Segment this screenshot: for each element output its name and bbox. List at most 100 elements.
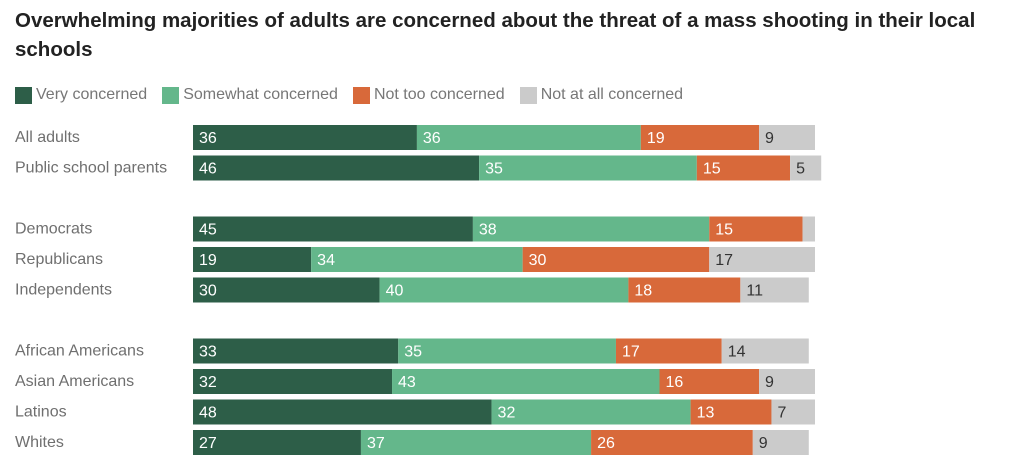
value-label-somewhat-concerned: 34 — [317, 252, 335, 269]
bar-segment-somewhat-concerned — [398, 338, 616, 364]
bar-row-all-adults: All adults 36 36 19 9 — [15, 125, 815, 150]
value-label-not-too-concerned: 26 — [597, 435, 615, 452]
category-label: Democrats — [15, 221, 92, 238]
bar-row-asian-americans: Asian Americans 32 43 16 9 — [15, 369, 815, 394]
legend-swatch-not-at-all-concerned — [519, 86, 537, 104]
bar-row-latinos: Latinos 48 32 13 7 — [15, 399, 815, 425]
legend-label-somewhat-concerned: Somewhat concerned — [183, 86, 338, 103]
bar-segment-not-too-concerned — [640, 125, 760, 150]
value-label-not-at-all-concerned: 9 — [765, 374, 774, 391]
value-label-very-concerned: 27 — [199, 435, 217, 452]
bar-segment-somewhat-concerned — [472, 216, 710, 242]
value-label-very-concerned: 48 — [199, 405, 217, 422]
bar-segment-very-concerned — [193, 399, 492, 425]
legend-label-not-at-all-concerned: Not at all concerned — [540, 86, 684, 103]
bar-segment-very-concerned — [193, 338, 399, 364]
category-label: All adults — [15, 129, 80, 146]
value-label-somewhat-concerned: 37 — [367, 435, 385, 452]
bar-segment-not-too-concerned — [591, 430, 753, 455]
bar-segment-not-at-all-concerned — [771, 399, 815, 425]
value-label-not-at-all-concerned: 9 — [765, 130, 774, 147]
bar-segment-not-at-all-concerned — [759, 125, 815, 150]
value-label-very-concerned: 33 — [199, 344, 217, 361]
bar-row-whites: Whites 27 37 26 9 — [15, 430, 809, 455]
category-label: Latinos — [15, 404, 67, 421]
category-label: Public school parents — [15, 160, 167, 177]
bar-segment-very-concerned — [193, 216, 473, 242]
bar-segment-not-at-all-concerned — [740, 277, 809, 303]
value-label-not-too-concerned: 15 — [715, 222, 733, 239]
bar-segment-not-too-concerned — [522, 247, 710, 272]
bar-segment-very-concerned — [193, 125, 417, 150]
value-label-somewhat-concerned: 35 — [485, 161, 503, 178]
bar-segment-somewhat-concerned — [491, 399, 691, 425]
legend-swatch-very-concerned — [15, 86, 32, 104]
bar-segment-somewhat-concerned — [392, 369, 660, 394]
bar-row-republicans: Republicans 19 34 30 17 — [15, 247, 815, 272]
bar-segment-very-concerned — [193, 430, 361, 455]
value-label-somewhat-concerned: 40 — [386, 283, 404, 300]
category-label: African Americans — [15, 343, 144, 360]
category-label: Whites — [15, 434, 64, 451]
bar-segment-not-too-concerned — [690, 399, 772, 425]
legend-item-very-concerned: Very concerned — [15, 86, 147, 104]
bar-segment-not-at-all-concerned — [709, 247, 815, 272]
legend-item-somewhat-concerned: Somewhat concerned — [162, 86, 338, 104]
category-label: Asian Americans — [15, 373, 134, 390]
legend-item-not-at-all-concerned: Not at all concerned — [519, 86, 684, 104]
value-label-very-concerned: 45 — [199, 222, 217, 239]
bar-segment-not-too-concerned — [709, 216, 803, 242]
bar-segment-very-concerned — [193, 369, 393, 394]
bar-segment-very-concerned — [193, 155, 480, 181]
bar-row-independents: Independents 30 40 18 11 — [15, 277, 809, 303]
category-label: Independents — [15, 282, 112, 299]
value-label-not-at-all-concerned: 5 — [796, 161, 805, 178]
value-label-not-too-concerned: 13 — [697, 405, 715, 422]
bar-segment-not-at-all-concerned — [752, 430, 809, 455]
value-label-not-at-all-concerned: 14 — [728, 344, 746, 361]
value-label-not-at-all-concerned: 7 — [777, 405, 786, 422]
bar-row-public-school-parents: Public school parents 46 35 15 5 — [15, 155, 822, 181]
legend-item-not-too-concerned: Not too concerned — [352, 86, 505, 104]
value-label-somewhat-concerned: 43 — [398, 374, 416, 391]
bar-segment-not-too-concerned — [615, 338, 722, 364]
bar-segment-not-too-concerned — [628, 277, 741, 303]
bar-segment-somewhat-concerned — [360, 430, 592, 455]
bar-segment-not-at-all-concerned — [759, 369, 815, 394]
value-label-very-concerned: 32 — [199, 374, 217, 391]
bar-segment-somewhat-concerned — [416, 125, 641, 150]
bar-segment-somewhat-concerned — [311, 247, 523, 272]
bar-segment-somewhat-concerned — [479, 155, 697, 181]
value-label-very-concerned: 19 — [199, 252, 217, 269]
value-label-somewhat-concerned: 35 — [404, 344, 422, 361]
value-label-not-too-concerned: 15 — [703, 161, 721, 178]
legend-swatch-not-too-concerned — [352, 86, 370, 104]
legend-label-not-too-concerned: Not too concerned — [373, 86, 505, 103]
value-label-very-concerned: 30 — [199, 283, 217, 300]
category-label: Republicans — [15, 251, 103, 268]
value-label-not-too-concerned: 30 — [529, 252, 547, 269]
value-label-not-at-all-concerned: 9 — [759, 435, 768, 452]
value-label-not-too-concerned: 16 — [666, 374, 684, 391]
value-label-not-too-concerned: 17 — [622, 344, 640, 361]
chart-title: Overwhelming majorities of adults are co… — [15, 9, 976, 61]
value-label-not-too-concerned: 19 — [647, 130, 665, 147]
bar-row-democrats: Democrats 45 38 15 — [15, 216, 815, 242]
value-label-very-concerned: 46 — [199, 161, 217, 178]
bar-segment-very-concerned — [193, 247, 312, 272]
bar-segment-somewhat-concerned — [379, 277, 629, 303]
value-label-not-too-concerned: 18 — [634, 283, 652, 300]
value-label-very-concerned: 36 — [199, 130, 217, 147]
legend-label-very-concerned: Very concerned — [36, 86, 148, 103]
legend-swatch-somewhat-concerned — [162, 86, 180, 104]
bar-segment-not-at-all-concerned — [721, 338, 809, 364]
value-label-not-at-all-concerned: 17 — [715, 252, 733, 269]
value-label-not-at-all-concerned: 11 — [746, 283, 763, 300]
value-label-somewhat-concerned: 36 — [423, 130, 441, 147]
value-label-somewhat-concerned: 38 — [479, 222, 497, 239]
bar-segment-not-at-all-concerned — [790, 155, 822, 181]
value-label-somewhat-concerned: 32 — [498, 405, 516, 422]
bar-row-african-americans: African Americans 33 35 17 14 — [15, 338, 809, 364]
bar-segment-very-concerned — [193, 277, 380, 303]
